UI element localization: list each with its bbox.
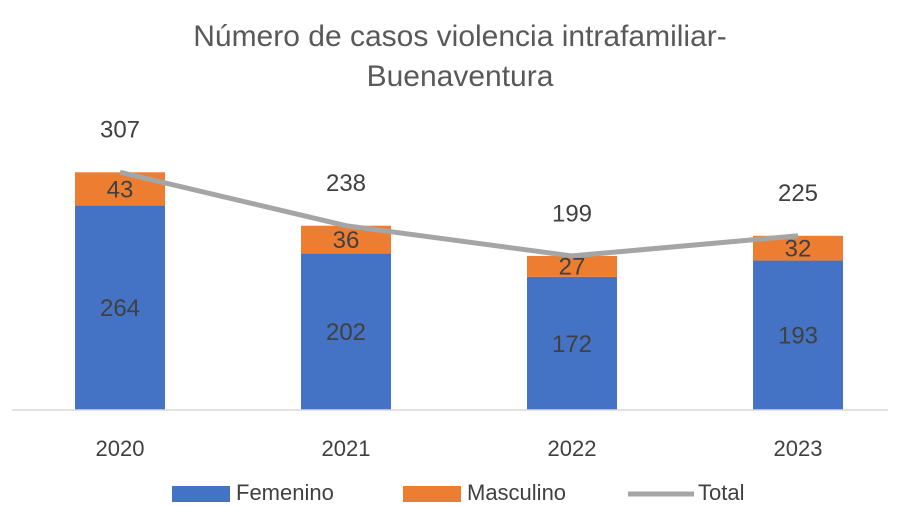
data-label: 172 <box>552 331 592 358</box>
data-label: 307 <box>100 117 140 144</box>
data-label: 238 <box>326 170 366 197</box>
total-line <box>119 169 799 259</box>
data-label: 202 <box>326 319 366 346</box>
data-label: 199 <box>552 200 592 227</box>
data-label: 43 <box>107 176 134 203</box>
data-label: 193 <box>778 323 818 350</box>
bar-segment <box>75 205 165 410</box>
chart-title: Buenaventura <box>367 60 554 93</box>
data-label: 225 <box>778 180 818 207</box>
legend-label: Total <box>698 480 744 505</box>
x-tick-label: 2021 <box>322 436 371 461</box>
bar-segment <box>753 260 843 410</box>
legend-swatch <box>403 486 461 502</box>
legend-swatch <box>172 486 230 502</box>
legend-label: Femenino <box>236 480 334 505</box>
x-tick-label: 2022 <box>548 436 597 461</box>
chart-title: Número de casos violencia intrafamiliar- <box>193 20 727 53</box>
data-label: 36 <box>333 227 360 254</box>
bar-segment <box>301 253 391 410</box>
bar-segment <box>527 255 617 277</box>
legend-label: Masculino <box>467 480 566 505</box>
bar-segment <box>527 276 617 410</box>
data-label: 264 <box>100 295 140 322</box>
data-label: 32 <box>785 236 812 263</box>
x-tick-label: 2023 <box>774 436 823 461</box>
x-tick-label: 2020 <box>96 436 145 461</box>
